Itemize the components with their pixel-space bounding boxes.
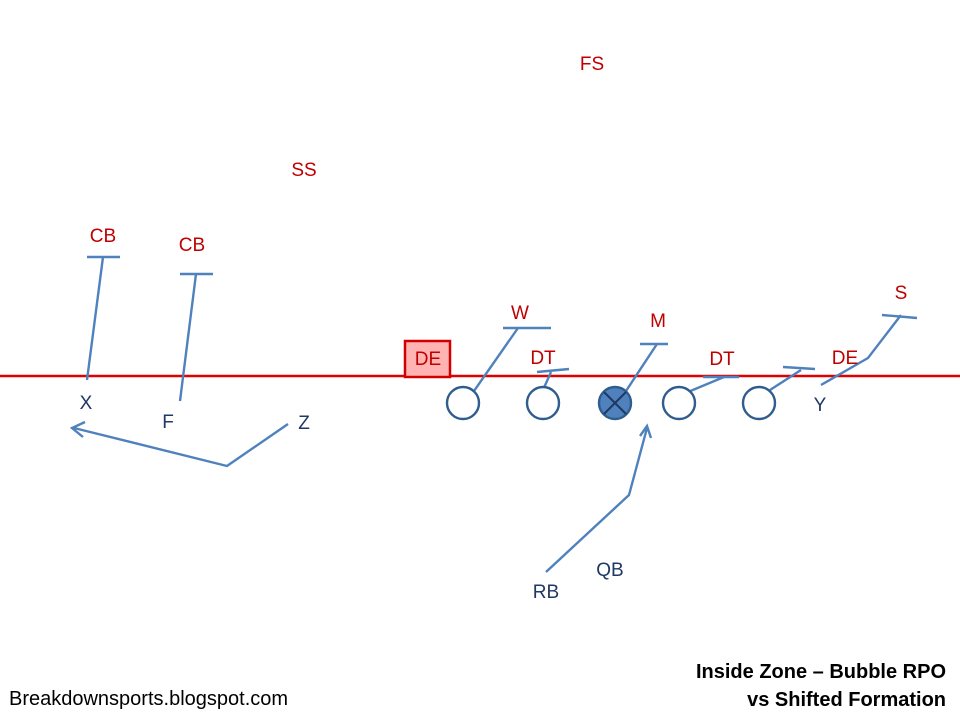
right-guard	[661, 385, 697, 421]
diagram-title-line-2: vs Shifted Formation	[747, 689, 946, 711]
f-block-route	[178, 273, 198, 402]
rb-path	[545, 427, 649, 573]
rb-arrowhead	[639, 423, 653, 439]
lt-block-route	[473, 327, 519, 392]
center-x-mark-b	[603, 391, 627, 415]
de-highlight-box	[403, 339, 452, 379]
left-tackle	[445, 385, 481, 421]
w-label: W	[511, 303, 529, 324]
diagram-title-line-1: Inside Zone – Bubble RPO	[695, 661, 946, 683]
ss-label: SS	[291, 160, 316, 181]
s-label: S	[895, 283, 908, 304]
rg-block-route	[687, 375, 725, 394]
fs-label: FS	[580, 54, 604, 75]
x-block-route	[85, 256, 105, 381]
bubble-arrowhead	[69, 420, 86, 438]
de-right-label: DE	[832, 348, 858, 369]
dt-right-label: DT	[709, 349, 735, 370]
z-label: Z	[298, 413, 310, 434]
dt-left-label: DT	[530, 348, 556, 369]
y-label: Y	[814, 395, 827, 416]
x-label: X	[80, 393, 93, 414]
de-highlight-label: DE	[415, 349, 441, 370]
rb-label: RB	[533, 582, 559, 603]
qb-label: QB	[596, 560, 623, 581]
de-right-block-tee	[782, 365, 816, 371]
rt-block-route	[769, 368, 802, 392]
f-label: F	[162, 412, 174, 433]
left-guard	[525, 385, 561, 421]
c-block-route	[624, 343, 659, 392]
m-label: M	[650, 311, 666, 332]
blog-credit: Breakdownsports.blogspot.com	[9, 688, 289, 710]
dt-left-block-tee	[536, 367, 570, 374]
s-block-tee	[881, 313, 918, 320]
z-bubble-route	[73, 423, 289, 468]
right-tackle	[741, 385, 777, 421]
y-block-route	[820, 314, 902, 387]
cb-left-label: CB	[90, 226, 116, 247]
cb-inner-label: CB	[179, 235, 205, 256]
